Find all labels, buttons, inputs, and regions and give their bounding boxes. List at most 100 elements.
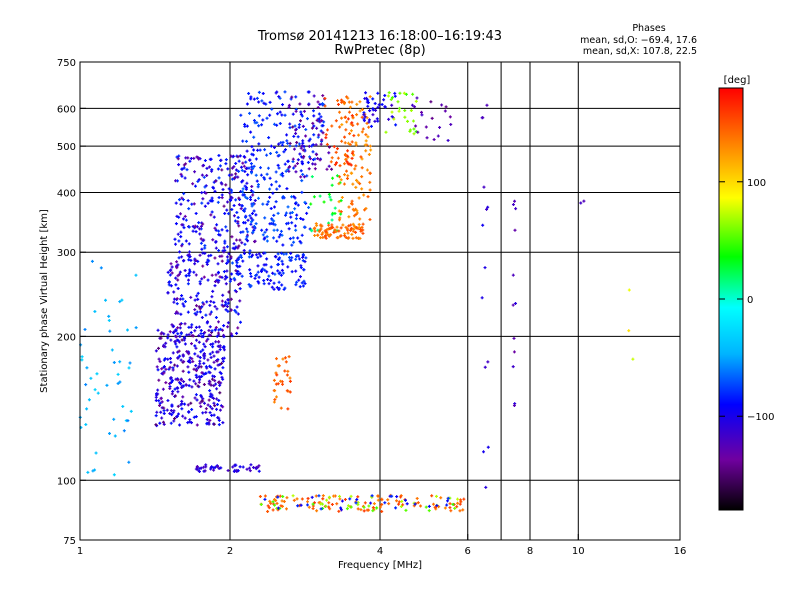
data-point — [415, 496, 419, 500]
data-point — [288, 211, 292, 215]
data-point — [185, 350, 189, 354]
data-point — [284, 169, 288, 173]
data-point — [304, 128, 308, 132]
data-point — [343, 234, 347, 238]
data-point — [300, 160, 304, 164]
data-point — [224, 308, 228, 312]
data-point — [198, 378, 202, 382]
data-point — [208, 405, 212, 409]
data-point — [404, 508, 408, 512]
data-point — [336, 156, 340, 160]
data-point — [80, 355, 84, 359]
data-point — [220, 182, 224, 186]
data-point — [173, 387, 177, 391]
data-point — [289, 258, 293, 262]
data-point — [331, 176, 335, 180]
data-point — [297, 123, 301, 127]
data-point — [268, 113, 272, 117]
data-point — [249, 97, 253, 101]
data-point — [275, 373, 279, 377]
data-point — [234, 198, 238, 202]
data-point — [214, 179, 218, 183]
data-point — [222, 270, 226, 274]
data-point — [212, 300, 216, 304]
data-point — [446, 499, 450, 503]
data-point — [166, 357, 170, 361]
data-point — [112, 360, 116, 364]
data-point — [190, 385, 194, 389]
data-point — [210, 329, 214, 333]
data-point — [480, 296, 484, 300]
data-point — [226, 325, 230, 329]
data-point — [167, 280, 171, 284]
data-point — [260, 270, 264, 274]
data-point — [281, 243, 285, 247]
data-point — [89, 376, 93, 380]
data-point — [220, 254, 224, 258]
data-point — [365, 121, 369, 125]
data-point — [252, 225, 256, 229]
data-point — [252, 148, 256, 152]
data-point — [303, 200, 307, 204]
data-point — [359, 229, 363, 233]
data-point — [158, 360, 162, 364]
data-point — [236, 326, 240, 330]
data-point — [299, 503, 303, 507]
data-point — [175, 297, 179, 301]
data-point — [350, 151, 354, 155]
data-point — [208, 380, 212, 384]
data-point — [512, 336, 516, 340]
data-point — [186, 310, 190, 314]
data-point — [427, 509, 431, 513]
data-point — [369, 501, 373, 505]
data-point — [322, 200, 326, 204]
data-point — [243, 184, 247, 188]
data-point — [234, 245, 238, 249]
data-point — [403, 498, 407, 502]
data-point — [209, 356, 213, 360]
data-point — [170, 413, 174, 417]
data-point — [278, 122, 282, 126]
data-point — [118, 360, 122, 364]
data-point — [631, 357, 635, 361]
data-point — [226, 321, 230, 325]
data-point — [292, 498, 296, 502]
data-point — [306, 161, 310, 165]
data-point — [177, 340, 181, 344]
data-point — [213, 328, 217, 332]
data-point — [173, 237, 177, 241]
data-point — [236, 469, 240, 473]
data-point — [511, 303, 515, 307]
data-point — [308, 155, 312, 159]
data-point — [172, 330, 176, 334]
data-point — [184, 300, 187, 304]
data-point — [290, 270, 294, 274]
data-point — [377, 103, 381, 107]
data-point — [205, 300, 209, 304]
data-point — [347, 224, 351, 228]
data-point — [348, 105, 352, 109]
data-point — [93, 309, 97, 313]
data-point — [350, 156, 354, 160]
data-point — [335, 147, 339, 151]
data-point — [186, 199, 190, 203]
data-point — [172, 419, 176, 423]
data-point — [264, 102, 268, 106]
data-point — [195, 225, 199, 229]
data-point — [254, 465, 258, 469]
data-point — [448, 115, 452, 119]
data-point — [270, 107, 274, 111]
data-point — [169, 356, 173, 360]
data-point — [275, 112, 279, 116]
data-point — [371, 108, 375, 112]
data-point — [217, 176, 221, 180]
data-point — [233, 309, 237, 313]
data-point — [229, 154, 233, 158]
data-point — [221, 405, 225, 409]
data-point — [293, 164, 297, 168]
data-point — [269, 144, 273, 148]
data-point — [325, 228, 329, 232]
data-point — [390, 115, 394, 119]
data-point — [314, 222, 318, 226]
